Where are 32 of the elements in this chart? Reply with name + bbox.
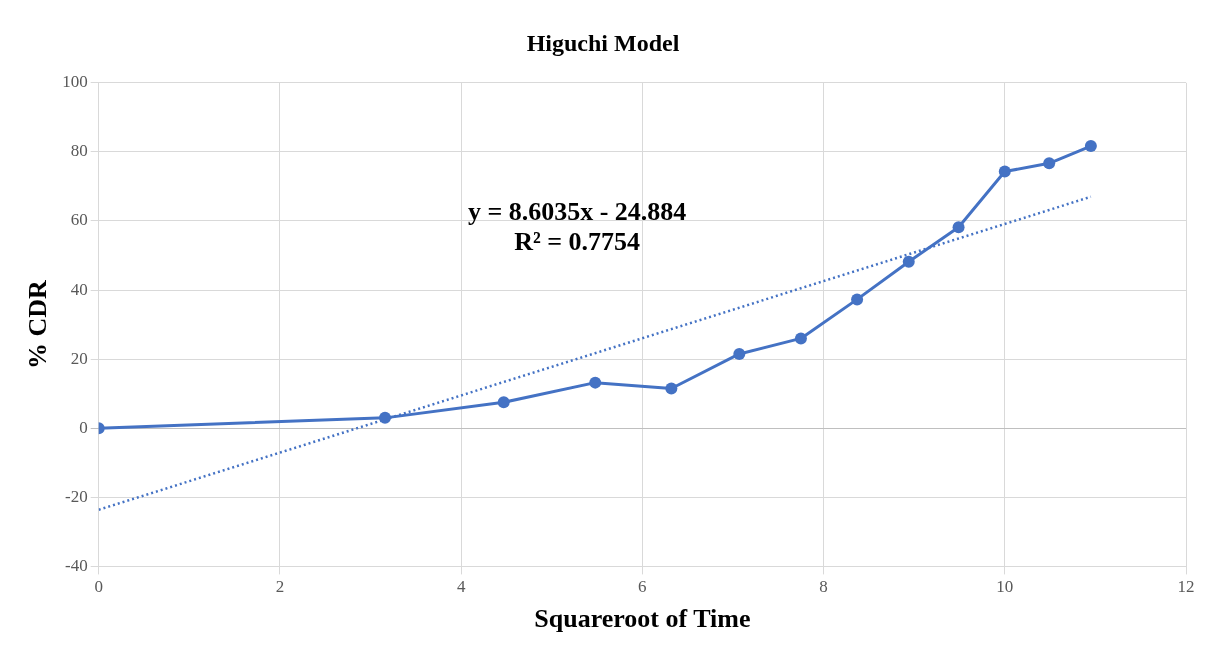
y-tick-label: -40 <box>65 555 88 575</box>
x-tick-label: 10 <box>996 577 1014 597</box>
point <box>1084 140 1097 153</box>
y-tick-label: 40 <box>70 279 88 299</box>
annotation: y = 8.6035x - 24.884 <box>467 197 687 227</box>
x-tick-label: 2 <box>275 577 285 597</box>
point <box>851 293 864 306</box>
point <box>794 332 807 345</box>
x-tick-label: 6 <box>638 577 647 597</box>
point <box>379 411 392 424</box>
y-tick-label: 20 <box>70 348 88 368</box>
y-tick-label: 80 <box>70 141 88 161</box>
y-axis-title: % CDR <box>23 279 53 370</box>
point <box>902 255 915 268</box>
annotation: R² = 0.7754 <box>514 227 641 257</box>
point <box>733 347 746 360</box>
chart-title: Higuchi Model <box>526 29 680 56</box>
x-tick-label: 4 <box>456 577 466 597</box>
point <box>497 396 510 409</box>
point <box>952 221 965 234</box>
x-tick-label: 8 <box>819 577 828 597</box>
y-tick-label: 60 <box>70 210 88 230</box>
y-tick-label: 0 <box>79 417 88 437</box>
x-tick-label: 0 <box>94 577 103 597</box>
y-tick-label: -20 <box>65 486 88 506</box>
y-tick-label: 100 <box>62 72 88 92</box>
x-axis-title: Squareroot of Time <box>534 604 751 634</box>
x-tick-label: 12 <box>1177 577 1195 597</box>
point <box>589 376 602 389</box>
point <box>665 382 678 395</box>
point <box>1043 157 1056 170</box>
point <box>998 165 1011 178</box>
